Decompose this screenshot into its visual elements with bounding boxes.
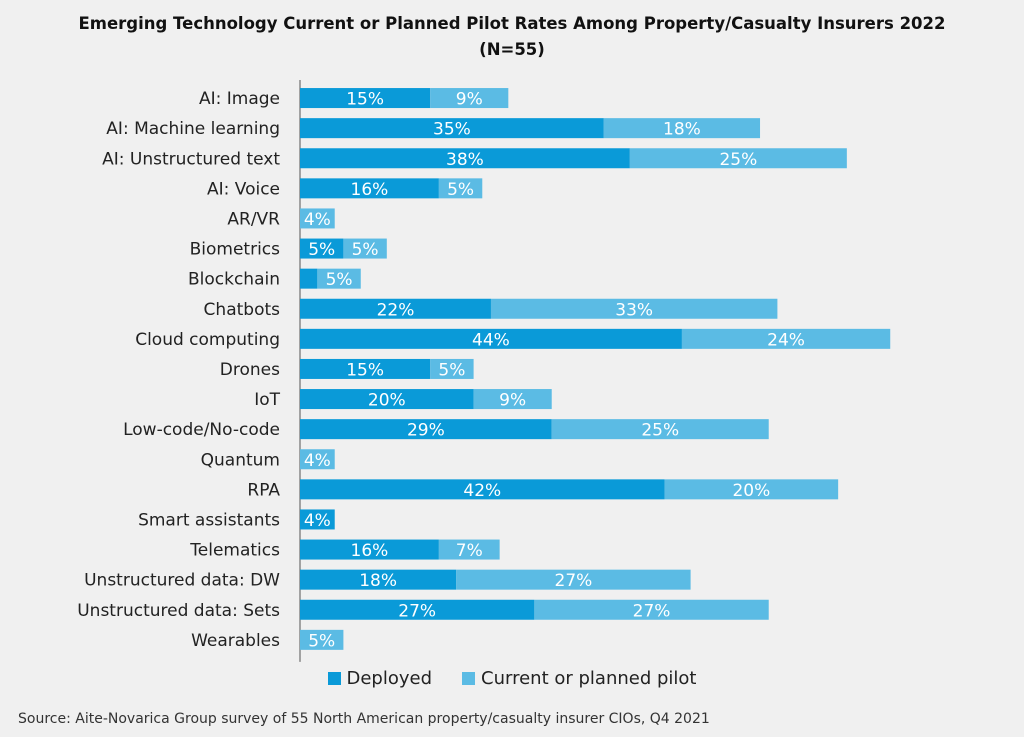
legend-item-deployed: Deployed: [327, 668, 433, 689]
bar-deployed: [300, 148, 630, 169]
legend-swatch-pilot: [462, 672, 476, 685]
category-label: AI: Image: [199, 89, 280, 109]
category-label: Wearables: [191, 631, 280, 651]
bar-pilot: [430, 358, 474, 379]
bar-pilot: [317, 268, 361, 289]
category-label: Unstructured data: DW: [84, 571, 280, 591]
source-note: Source: Aite-Novarica Group survey of 55…: [18, 711, 710, 727]
data-label: 7%: [456, 541, 483, 561]
bar-deployed: [300, 509, 335, 530]
bar-pilot: [300, 208, 335, 229]
bar-pilot: [430, 88, 509, 109]
category-label: Biometrics: [190, 240, 281, 260]
legend-item-pilot: Current or planned pilot: [462, 668, 697, 689]
bar-deployed: [300, 358, 431, 379]
data-label: 35%: [433, 120, 471, 140]
data-label: 4%: [304, 511, 331, 531]
bar-deployed: [300, 599, 535, 620]
bar-deployed: [300, 328, 682, 349]
bar-deployed: [300, 88, 431, 109]
bar-deployed: [300, 539, 439, 560]
data-label: 5%: [438, 360, 465, 380]
category-label: Unstructured data: Sets: [77, 601, 280, 621]
category-label: AI: Machine learning: [106, 119, 280, 139]
data-label: 33%: [615, 300, 653, 320]
category-label: AI: Voice: [207, 179, 280, 199]
data-label: 5%: [447, 180, 474, 200]
bar-deployed: [300, 419, 552, 440]
data-label: 29%: [407, 421, 445, 441]
data-label: 25%: [719, 150, 757, 170]
data-label: 24%: [767, 330, 805, 350]
data-label: 38%: [446, 150, 484, 170]
data-label: 15%: [346, 360, 384, 380]
legend-label-pilot: Current or planned pilot: [481, 668, 697, 689]
data-label: 5%: [308, 240, 335, 260]
bar-deployed: [300, 569, 457, 590]
data-label: 27%: [633, 601, 671, 621]
data-label: 44%: [472, 330, 510, 350]
data-label: 20%: [368, 391, 406, 411]
data-label: 9%: [499, 391, 526, 411]
category-label: Chatbots: [204, 300, 281, 320]
data-label: 5%: [326, 270, 353, 290]
category-label: IoT: [254, 390, 280, 410]
data-label: 4%: [304, 451, 331, 471]
bar-pilot: [343, 238, 387, 259]
bar-pilot: [681, 328, 891, 349]
category-label: Low-code/No-code: [123, 420, 280, 440]
bar-pilot: [473, 389, 552, 410]
bar-deployed: [300, 238, 344, 259]
bar-pilot: [629, 148, 847, 169]
data-label: 4%: [304, 210, 331, 230]
data-label: 27%: [398, 601, 436, 621]
chart-subtitle: (N=55): [479, 40, 545, 59]
category-label: Drones: [220, 360, 280, 380]
data-label: 20%: [732, 481, 770, 501]
category-label: Quantum: [201, 450, 280, 470]
data-label: 22%: [377, 300, 415, 320]
category-label: Smart assistants: [138, 510, 280, 530]
bar-deployed: [300, 178, 439, 199]
data-label: 25%: [641, 421, 679, 441]
bar-pilot: [438, 178, 483, 199]
data-label: 15%: [346, 90, 384, 110]
category-label: AR/VR: [227, 209, 280, 229]
bar-deployed: [300, 479, 665, 500]
bar-pilot: [490, 298, 778, 319]
data-label: 16%: [351, 180, 389, 200]
bar-pilot: [300, 629, 344, 650]
data-label: 9%: [456, 90, 483, 110]
legend-swatch-deployed: [327, 672, 341, 685]
data-label: 5%: [352, 240, 379, 260]
category-label: Blockchain: [188, 270, 280, 290]
category-label: Cloud computing: [135, 330, 280, 350]
bar-pilot: [603, 118, 761, 139]
bar-pilot: [300, 449, 335, 470]
bar-deployed: [300, 298, 491, 319]
data-label: 5%: [308, 631, 335, 651]
data-label: 42%: [463, 481, 501, 501]
category-label: RPA: [247, 480, 280, 500]
bar-deployed: [300, 389, 474, 410]
legend: Deployed Current or planned pilot: [0, 668, 1024, 689]
bar-deployed: [300, 118, 604, 139]
bar-pilot: [438, 539, 500, 560]
bar-pilot: [456, 569, 691, 590]
legend-label-deployed: Deployed: [346, 668, 433, 689]
data-label: 18%: [359, 571, 397, 591]
bar-pilot: [664, 479, 839, 500]
data-label: 18%: [663, 120, 701, 140]
category-label: AI: Unstructured text: [102, 149, 280, 169]
data-label: 16%: [351, 541, 389, 561]
bar-pilot: [534, 599, 769, 620]
data-label: 27%: [555, 571, 593, 591]
category-label: Telematics: [189, 541, 280, 561]
bar-deployed: [300, 268, 318, 289]
chart-title: Emerging Technology Current or Planned P…: [78, 14, 946, 33]
bar-pilot: [551, 419, 769, 440]
